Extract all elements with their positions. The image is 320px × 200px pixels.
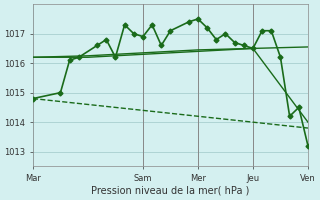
X-axis label: Pression niveau de la mer( hPa ): Pression niveau de la mer( hPa ): [91, 186, 250, 196]
